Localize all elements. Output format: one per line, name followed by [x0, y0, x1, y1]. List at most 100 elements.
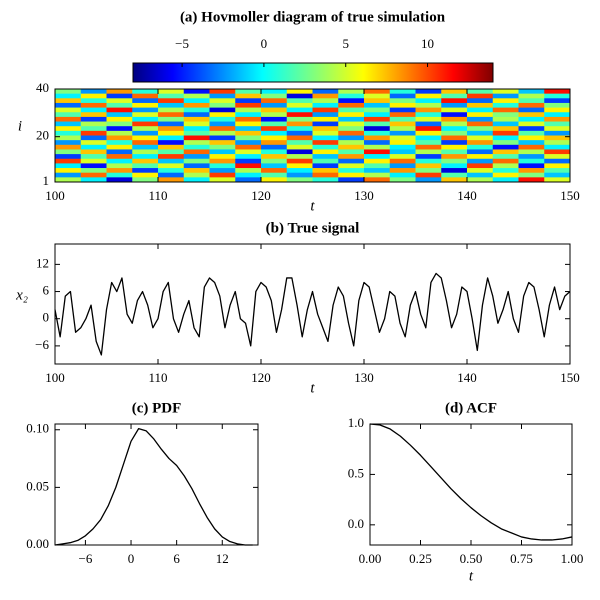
heat-cell — [415, 130, 442, 136]
heat-cell — [55, 149, 82, 155]
heat-cell — [389, 107, 416, 113]
heat-cell — [467, 116, 494, 122]
heat-cell — [132, 107, 159, 113]
heat-cell — [364, 116, 391, 122]
heat-cell — [467, 107, 494, 113]
heat-cell — [158, 112, 185, 118]
heat-cell — [312, 144, 339, 150]
heat-cell — [441, 112, 468, 118]
heat-cell — [518, 177, 545, 183]
heat-cell — [467, 98, 494, 104]
heat-cell — [389, 149, 416, 155]
heat-cell — [312, 135, 339, 141]
heat-cell — [492, 107, 519, 113]
heat-cell — [415, 98, 442, 104]
heat-cell — [209, 93, 236, 99]
heat-cell — [364, 172, 391, 178]
heat-cell — [338, 116, 365, 122]
heat-cell — [55, 130, 82, 136]
heat-cell — [286, 121, 313, 127]
heat-cell — [80, 112, 107, 118]
heat-cell — [389, 135, 416, 141]
heat-cell — [106, 154, 133, 160]
heat-cell — [492, 177, 519, 183]
heat-cell — [209, 130, 236, 136]
heat-cell — [261, 102, 288, 108]
heat-cell — [312, 98, 339, 104]
heat-cell — [492, 121, 519, 127]
heat-cell — [415, 163, 442, 169]
heat-cell — [261, 107, 288, 113]
x-tick-label: 100 — [45, 370, 65, 385]
x-tick-label: 0.75 — [510, 551, 533, 566]
heat-cell — [467, 154, 494, 160]
heat-cell — [415, 177, 442, 183]
heat-cell — [544, 112, 571, 118]
heat-cell — [158, 126, 185, 132]
heat-cell — [312, 130, 339, 136]
heat-cell — [492, 98, 519, 104]
heat-cell — [544, 116, 571, 122]
heat-cell — [80, 126, 107, 132]
heat-cell — [106, 144, 133, 150]
heat-cell — [55, 144, 82, 150]
heat-cell — [389, 177, 416, 183]
heat-cell — [415, 93, 442, 99]
heat-cell — [389, 98, 416, 104]
heat-cell — [415, 149, 442, 155]
heat-cell — [467, 177, 494, 183]
heat-cell — [544, 102, 571, 108]
y-tick-label: 20 — [36, 128, 49, 143]
heat-cell — [544, 140, 571, 146]
x-tick-label: 120 — [251, 370, 271, 385]
heat-cell — [132, 172, 159, 178]
heat-cell — [286, 112, 313, 118]
heat-cell — [132, 135, 159, 141]
heat-cell — [467, 149, 494, 155]
heat-cell — [132, 102, 159, 108]
heat-cell — [209, 140, 236, 146]
heat-cell — [492, 172, 519, 178]
heat-cell — [518, 130, 545, 136]
heat-cell — [544, 93, 571, 99]
heat-cell — [106, 168, 133, 173]
heat-cell — [80, 89, 107, 94]
x-tick-label: 1.00 — [561, 551, 584, 566]
heat-cell — [158, 116, 185, 122]
heat-cell — [312, 158, 339, 164]
heat-cell — [235, 89, 262, 94]
heat-cell — [441, 116, 468, 122]
heat-cell — [518, 140, 545, 146]
heat-cell — [415, 158, 442, 164]
axes-frame — [54, 423, 259, 546]
heat-cell — [389, 93, 416, 99]
heat-cell — [132, 177, 159, 183]
heat-cell — [209, 154, 236, 160]
heat-cell — [389, 121, 416, 127]
heat-cell — [158, 102, 185, 108]
heat-cell — [132, 130, 159, 136]
heat-cell — [312, 93, 339, 99]
heat-cell — [441, 149, 468, 155]
heat-cell — [183, 158, 210, 164]
heat-cell — [312, 177, 339, 183]
heat-cell — [286, 126, 313, 132]
x-tick-label: 0.25 — [409, 551, 432, 566]
heat-cell — [106, 149, 133, 155]
heat-cell — [544, 158, 571, 164]
heat-cell — [544, 154, 571, 160]
heat-cell — [55, 116, 82, 122]
heat-cell — [518, 144, 545, 150]
heat-cell — [80, 140, 107, 146]
heat-cell — [55, 112, 82, 118]
y-tick-label: 0.0 — [348, 516, 364, 531]
heat-cell — [183, 135, 210, 141]
heat-cell — [338, 130, 365, 136]
heat-cell — [467, 102, 494, 108]
heat-cell — [467, 144, 494, 150]
heat-cell — [415, 121, 442, 127]
heat-cell — [389, 112, 416, 118]
heat-cell — [441, 158, 468, 164]
x-tick-label: 140 — [457, 188, 477, 203]
heat-cell — [132, 98, 159, 104]
